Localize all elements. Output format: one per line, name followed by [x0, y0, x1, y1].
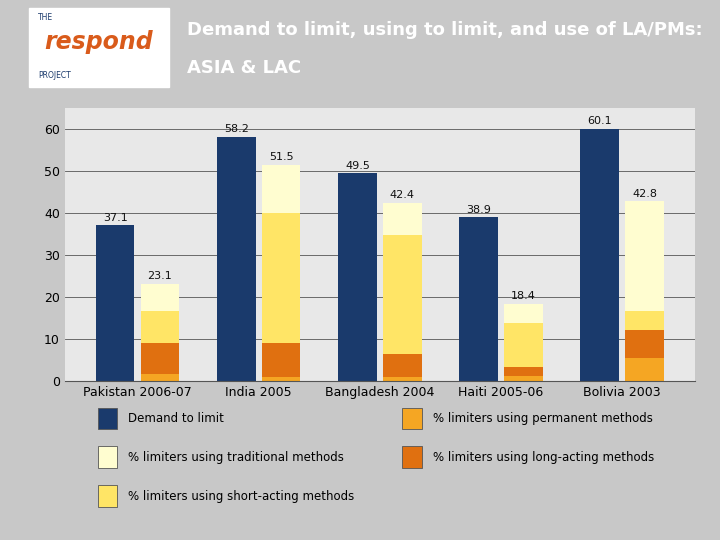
- Text: % limiters using permanent methods: % limiters using permanent methods: [433, 412, 652, 425]
- Text: Demand to limit, using to limit, and use of LA/PMs:: Demand to limit, using to limit, and use…: [187, 21, 703, 39]
- Bar: [383, 203, 422, 235]
- Bar: [625, 312, 664, 330]
- Text: 60.1: 60.1: [588, 116, 612, 126]
- Text: % limiters using short-acting methods: % limiters using short-acting methods: [128, 490, 355, 503]
- Bar: [261, 165, 300, 213]
- Bar: [96, 225, 135, 381]
- Bar: [140, 343, 179, 374]
- Text: 23.1: 23.1: [148, 271, 172, 281]
- Text: 58.2: 58.2: [224, 124, 248, 134]
- Text: % limiters using long-acting methods: % limiters using long-acting methods: [433, 451, 654, 464]
- Text: THE: THE: [38, 12, 53, 22]
- Bar: [140, 284, 179, 312]
- Bar: [338, 173, 377, 381]
- Bar: [261, 376, 300, 381]
- Text: 38.9: 38.9: [466, 205, 491, 215]
- Text: Demand to limit: Demand to limit: [128, 412, 225, 425]
- Text: 42.8: 42.8: [632, 188, 657, 199]
- Bar: [504, 323, 543, 367]
- Text: 37.1: 37.1: [103, 213, 127, 222]
- Bar: [625, 330, 664, 357]
- Bar: [217, 137, 256, 381]
- Bar: [98, 408, 117, 429]
- Bar: [140, 312, 179, 343]
- Bar: [261, 213, 300, 343]
- Text: 51.5: 51.5: [269, 152, 293, 162]
- Bar: [383, 377, 422, 381]
- Bar: [504, 303, 543, 323]
- Bar: [98, 485, 117, 507]
- Text: ASIA & LAC: ASIA & LAC: [187, 59, 302, 77]
- Bar: [625, 201, 664, 312]
- Bar: [504, 367, 543, 376]
- Bar: [459, 218, 498, 381]
- Text: 18.4: 18.4: [511, 291, 536, 301]
- FancyBboxPatch shape: [29, 8, 169, 87]
- Text: PROJECT: PROJECT: [38, 71, 71, 80]
- Text: 42.4: 42.4: [390, 190, 415, 200]
- Text: respond: respond: [45, 30, 153, 53]
- Bar: [98, 447, 117, 468]
- Bar: [383, 235, 422, 354]
- Bar: [580, 129, 619, 381]
- Bar: [504, 376, 543, 381]
- Text: % limiters using traditional methods: % limiters using traditional methods: [128, 451, 344, 464]
- Bar: [383, 354, 422, 377]
- Bar: [140, 374, 179, 381]
- Bar: [625, 357, 664, 381]
- Bar: [402, 408, 422, 429]
- Bar: [261, 343, 300, 376]
- Text: 49.5: 49.5: [345, 160, 370, 171]
- Bar: [402, 447, 422, 468]
